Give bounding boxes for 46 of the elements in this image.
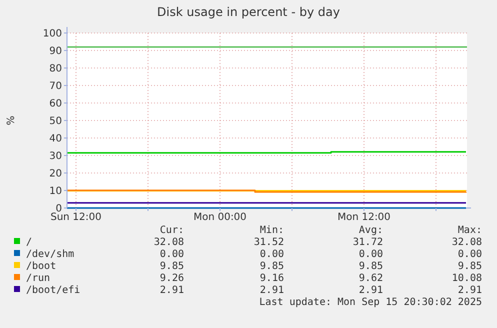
y-tick-label: 90 bbox=[49, 46, 62, 57]
text: Max: bbox=[458, 225, 482, 236]
y-tick-label: 30 bbox=[49, 151, 62, 162]
text: 10.08 bbox=[452, 273, 482, 284]
text: 31.72 bbox=[352, 237, 383, 248]
text: 9.26 bbox=[160, 273, 184, 284]
legend-label: /boot bbox=[26, 261, 56, 272]
y-tick-label: 40 bbox=[49, 134, 62, 144]
chart-title: Disk usage in percent - by day bbox=[157, 5, 340, 19]
text: Cur: bbox=[160, 225, 184, 236]
text: 32.08 bbox=[452, 237, 482, 248]
y-tick-label: 10 bbox=[49, 186, 62, 197]
x-tick-label: Sun 12:00 bbox=[50, 212, 102, 223]
legend-label: /run bbox=[26, 273, 50, 284]
y-tick-label: 0 bbox=[56, 204, 62, 214]
text: 9.62 bbox=[358, 273, 383, 284]
text: 0.00 bbox=[260, 249, 284, 260]
y-tick-label: 80 bbox=[49, 64, 62, 74]
text: 2.91 bbox=[358, 285, 383, 296]
x-tick-label: Mon 12:00 bbox=[337, 212, 391, 223]
text: 2.91 bbox=[458, 285, 482, 296]
text: Last update: Mon Sep 15 20:30:02 2025 bbox=[259, 297, 482, 308]
text: 2.91 bbox=[160, 285, 184, 296]
text: 9.16 bbox=[260, 273, 284, 284]
y-tick-label: 100 bbox=[42, 28, 62, 40]
text: 2.91 bbox=[260, 285, 284, 296]
text: 0.00 bbox=[458, 249, 482, 260]
y-axis-title: % bbox=[6, 116, 17, 126]
text: 0.00 bbox=[160, 249, 184, 260]
text: 32.08 bbox=[154, 237, 184, 248]
y-tick-label: 60 bbox=[49, 98, 62, 110]
y-tick-label: 70 bbox=[49, 81, 62, 92]
x-tick-label: Mon 00:00 bbox=[193, 212, 247, 223]
text: Avg: bbox=[358, 225, 383, 236]
text: 31.52 bbox=[254, 237, 284, 248]
legend-label: / bbox=[26, 237, 32, 248]
text: Min: bbox=[260, 225, 284, 236]
y-tick-label: 20 bbox=[49, 168, 62, 180]
y-tick-label: 50 bbox=[49, 116, 62, 127]
text: 9.85 bbox=[260, 261, 284, 272]
text: 9.85 bbox=[358, 261, 383, 272]
text: 9.85 bbox=[458, 261, 482, 272]
text: 9.85 bbox=[160, 261, 184, 272]
legend-label: /dev/shm bbox=[26, 249, 74, 260]
text: 0.00 bbox=[358, 249, 383, 260]
legend-label: /boot/efi bbox=[26, 285, 80, 296]
